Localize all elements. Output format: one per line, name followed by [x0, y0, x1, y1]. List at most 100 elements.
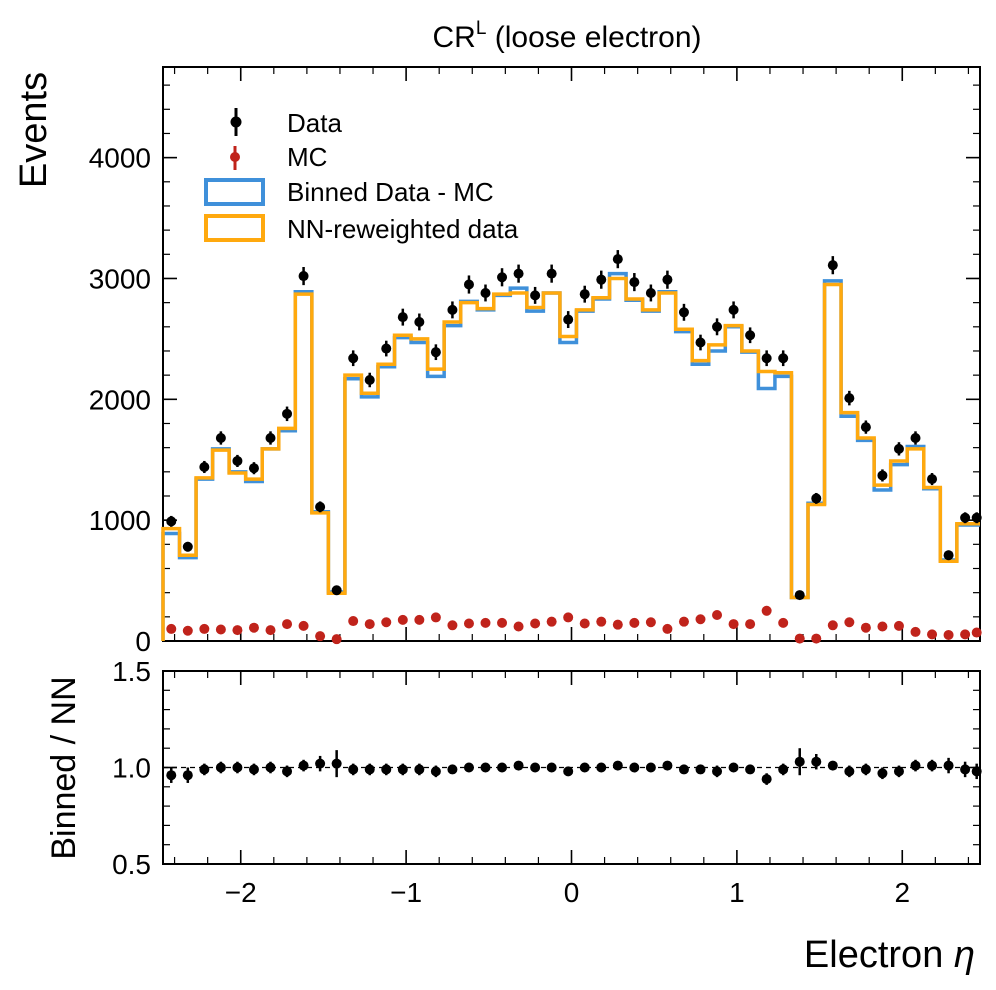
- ratio-point: [315, 758, 326, 769]
- ratio-point: [761, 774, 772, 785]
- ratio-point: [662, 760, 673, 771]
- ratio-point: [712, 766, 723, 777]
- ratio-point: [579, 762, 590, 773]
- ratio-point: [629, 762, 640, 773]
- data-point: [927, 474, 938, 485]
- mc-point: [447, 620, 458, 631]
- mc-point: [877, 621, 888, 632]
- data-point: [414, 316, 425, 327]
- data-point: [827, 260, 838, 271]
- legend-label-binned: Binned Data - MC: [287, 177, 494, 207]
- ratio-point: [513, 760, 524, 771]
- ratio-point: [232, 762, 243, 773]
- ratio-point: [463, 762, 474, 773]
- legend-entry-binned: Binned Data - MC: [204, 177, 494, 207]
- data-point: [794, 590, 805, 601]
- mc-point: [927, 629, 938, 640]
- ratio-point: [695, 764, 706, 775]
- mc-point: [348, 616, 359, 627]
- ratio-point: [927, 760, 938, 771]
- ratio-point: [381, 764, 392, 775]
- mc-point: [397, 614, 408, 625]
- data-point: [745, 330, 756, 341]
- mc-point: [761, 605, 772, 616]
- ratio-point: [893, 766, 904, 777]
- data-point: [778, 353, 789, 364]
- chart-title: CRL (loose electron): [432, 18, 701, 54]
- data-point: [480, 287, 491, 298]
- main-ytick-label: 1000: [89, 505, 151, 536]
- mc-point: [811, 633, 822, 644]
- step-nn-reweighted: [161, 276, 980, 641]
- mc-point: [728, 619, 739, 630]
- mc-point: [612, 619, 623, 630]
- data-point: [960, 512, 971, 523]
- legend-label-mc: MC: [287, 142, 327, 172]
- data-point: [331, 585, 342, 596]
- ratio-point: [331, 758, 342, 769]
- ratio-point: [844, 766, 855, 777]
- ratio-xtick-label: 1: [729, 877, 745, 908]
- mc-point: [248, 622, 259, 633]
- ratio-point: [215, 762, 226, 773]
- ratio-point: [248, 764, 259, 775]
- mc-point: [497, 617, 508, 628]
- mc-point: [971, 627, 982, 638]
- mc-point: [182, 625, 193, 636]
- mc-point: [645, 617, 656, 628]
- main-ytick-label: 4000: [89, 143, 151, 174]
- ratio-point: [827, 760, 838, 771]
- data-point: [397, 312, 408, 323]
- main-ytick-label: 3000: [89, 263, 151, 294]
- data-point: [447, 304, 458, 315]
- step-binned-data-mc: [161, 271, 980, 641]
- main-ytick-label: 2000: [89, 384, 151, 415]
- legend-label-nn: NN-reweighted data: [287, 214, 519, 244]
- mc-point: [712, 610, 723, 621]
- mc-point: [827, 620, 838, 631]
- data-point: [546, 268, 557, 279]
- ratio-point: [166, 770, 177, 781]
- data-point: [712, 321, 723, 332]
- ratio-point: [265, 762, 276, 773]
- main-y-axis-label: Events: [13, 72, 55, 188]
- data-point: [381, 343, 392, 354]
- mc-point: [364, 619, 375, 630]
- data-point: [282, 408, 293, 419]
- mc-point: [199, 623, 210, 634]
- ratio-ytick-label: 1.5: [112, 656, 151, 687]
- ratio-point: [397, 764, 408, 775]
- data-point: [497, 272, 508, 283]
- data-point: [166, 516, 177, 527]
- ratio-point: [728, 762, 739, 773]
- ratio-ytick-label: 0.5: [112, 849, 151, 880]
- ratio-point: [678, 764, 689, 775]
- data-point: [364, 374, 375, 385]
- data-point: [844, 393, 855, 404]
- ratio-point: [414, 764, 425, 775]
- data-point: [629, 277, 640, 288]
- mc-point: [315, 631, 326, 642]
- mc-point: [530, 618, 541, 629]
- mc-point: [463, 618, 474, 629]
- mc-point: [381, 617, 392, 628]
- mc-point: [943, 629, 954, 640]
- mc-point: [629, 617, 640, 628]
- ratio-xtick-label: −2: [225, 877, 257, 908]
- ratio-point: [811, 756, 822, 767]
- data-point: [910, 432, 921, 443]
- data-point: [761, 353, 772, 364]
- ratio-point: [430, 766, 441, 777]
- mc-point: [563, 612, 574, 623]
- mc-point: [678, 616, 689, 627]
- mc-point: [778, 617, 789, 628]
- mc-point: [215, 624, 226, 635]
- ratio-point: [199, 764, 210, 775]
- data-point: [728, 304, 739, 315]
- ratio-point: [960, 764, 971, 775]
- ratio-point: [745, 764, 756, 775]
- ratio-point: [860, 764, 871, 775]
- ratio-point: [182, 770, 193, 781]
- mc-point: [232, 625, 243, 636]
